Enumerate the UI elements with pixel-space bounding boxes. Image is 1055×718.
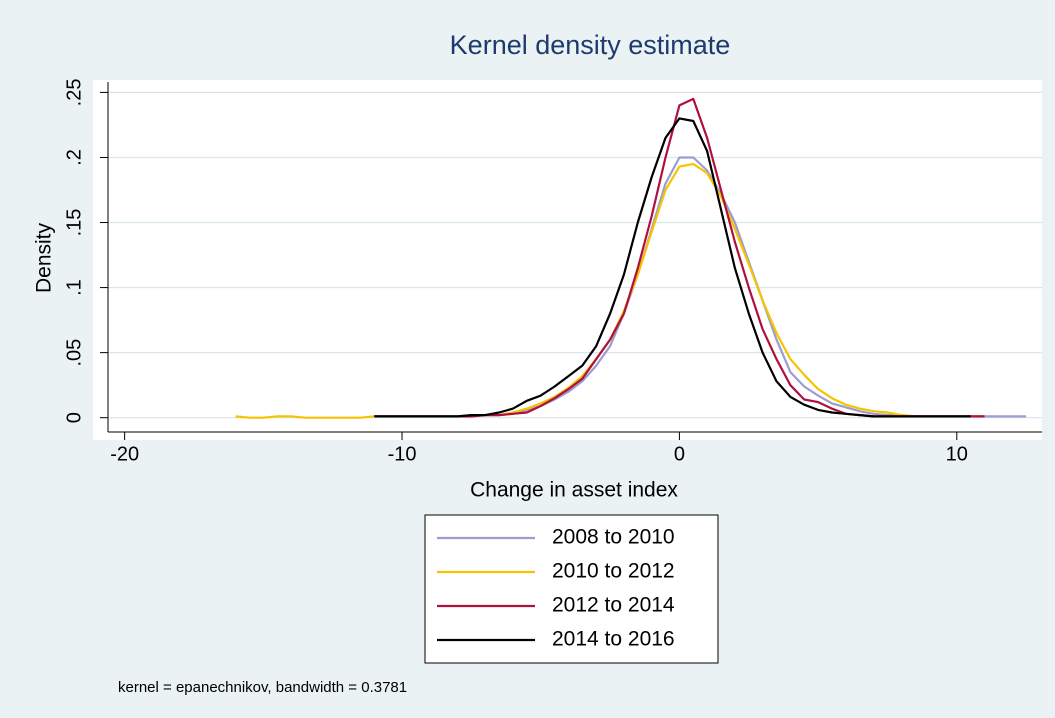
chart-title: Kernel density estimate [450,30,731,60]
legend-box [424,514,719,664]
legend-label: 2010 to 2012 [552,560,675,583]
y-tick-label: .05 [63,339,85,367]
y-tick-label: .15 [63,209,85,237]
density-line [374,117,971,418]
x-tick-label: -10 [388,443,417,465]
note: kernel = epanechnikov, bandwidth = 0.378… [118,679,407,696]
y-tick-label: 0 [63,412,85,423]
x-tick-label: -20 [110,443,139,465]
y-tick-label: .2 [63,149,85,166]
x-axis-label: Change in asset index [470,479,678,502]
legend-label: 2008 to 2010 [552,526,675,549]
y-tick-label: .1 [63,279,85,296]
y-tick-label: .25 [63,79,85,107]
legend-label: 2012 to 2014 [552,594,675,617]
y-axis-label: Density [33,222,56,293]
x-tick-label: 10 [946,443,968,465]
x-tick-label: 0 [674,443,685,465]
legend-label: 2014 to 2016 [552,628,675,651]
plot-region [93,80,1042,440]
